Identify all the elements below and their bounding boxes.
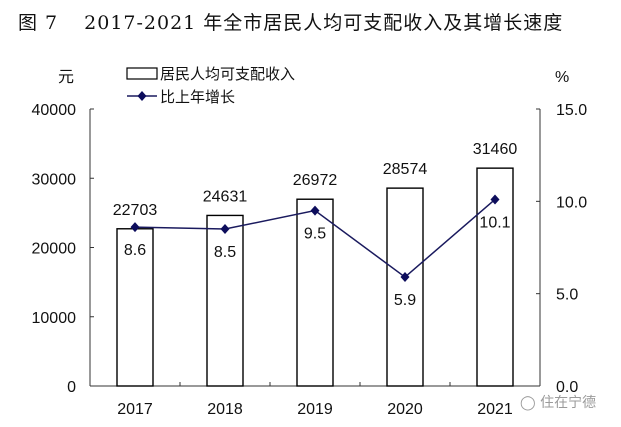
income-bar — [296, 198, 334, 387]
income-bar — [116, 228, 154, 387]
diamond-marker-icon — [220, 224, 230, 235]
bar-value-label: 24631 — [203, 188, 248, 205]
bar-value-label: 28574 — [383, 161, 428, 178]
figure-label: 图 7 — [18, 12, 59, 34]
growth-value-label: 8.5 — [214, 244, 236, 261]
growth-value-label: 10.1 — [479, 214, 510, 231]
growth-value-label: 8.6 — [124, 242, 146, 259]
income-bar — [206, 214, 244, 387]
data-labels: 22703 24631 26972 28574 31460 8.6 8.5 9.5 5.9 10.… — [113, 141, 518, 309]
bar-value-label: 31460 — [473, 141, 518, 158]
income-bar — [386, 187, 424, 387]
left-tick-label: 0 — [67, 379, 76, 396]
left-axis: 0 10000 20000 30000 40000 — [32, 102, 94, 396]
diamond-marker-icon — [400, 272, 410, 283]
x-tick-label: 2017 — [117, 401, 153, 418]
chart-title: 图 7 2017-2021 年全市居民人均可支配收入及其增长速度 — [18, 8, 563, 35]
diamond-marker-icon — [130, 222, 140, 233]
watermark: ◯ 住在宁德 — [520, 392, 596, 412]
legend-label-income: 居民人均可支配收入 — [160, 65, 295, 83]
left-tick-label: 30000 — [32, 171, 77, 188]
diamond-marker-icon — [490, 194, 500, 205]
right-axis: 0.0 5.0 10.0 15.0 — [536, 102, 587, 396]
left-tick-label: 40000 — [32, 102, 77, 119]
x-tick-label: 2018 — [207, 401, 243, 418]
right-tick-label: 5.0 — [556, 287, 578, 304]
x-tick-label: 2020 — [387, 401, 423, 418]
line-series — [130, 194, 500, 283]
legend: 居民人均可支配收入 比上年增长 — [126, 65, 295, 106]
legend-label-growth: 比上年增长 — [160, 88, 235, 106]
x-axis: 2017 2018 2019 2020 2021 — [117, 382, 513, 418]
right-tick-label: 15.0 — [556, 102, 587, 119]
right-tick-label: 10.0 — [556, 194, 587, 211]
right-axis-unit: % — [555, 69, 569, 86]
wechat-icon: ◯ — [520, 395, 536, 411]
watermark-text: 住在宁德 — [540, 395, 597, 411]
left-tick-label: 20000 — [32, 241, 77, 258]
left-tick-label: 10000 — [32, 310, 77, 327]
right-tick-label: 0.0 — [556, 379, 578, 396]
legend-bar-swatch — [126, 67, 158, 80]
x-tick-label: 2019 — [297, 401, 333, 418]
bar-series — [116, 167, 514, 387]
x-tick-label: 2021 — [477, 401, 513, 418]
left-axis-unit: 元 — [58, 69, 74, 86]
bar-value-label: 26972 — [293, 172, 338, 189]
legend-diamond-marker-icon — [137, 91, 147, 101]
growth-value-label: 9.5 — [304, 226, 326, 243]
title-text: 2017-2021 年全市居民人均可支配收入及其增长速度 — [84, 12, 564, 34]
growth-value-label: 5.9 — [394, 292, 416, 309]
bar-value-label: 22703 — [113, 202, 158, 219]
diamond-marker-icon — [310, 205, 320, 216]
